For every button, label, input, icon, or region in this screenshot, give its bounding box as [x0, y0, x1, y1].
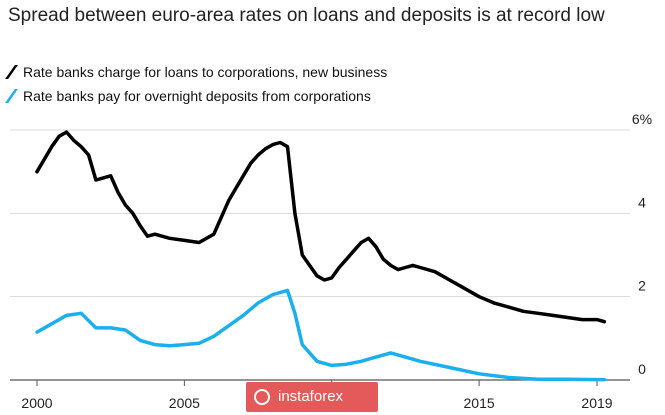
y-tick-label: 4: [638, 194, 646, 210]
legend-label-loans: Rate banks charge for loans to corporati…: [23, 64, 388, 80]
chart-title: Spread between euro-area rates on loans …: [8, 5, 605, 26]
y-tick-label: 0: [638, 361, 646, 377]
legend-item-deposits: Rate banks pay for overnight deposits fr…: [5, 88, 371, 104]
series-lines: [35, 130, 607, 382]
x-tick-label: 2019: [581, 395, 612, 411]
x-tick-label: 2005: [169, 395, 200, 411]
y-axis-ticks: 6% 4 2 0: [632, 111, 652, 377]
watermark-logo: instaforex: [246, 382, 378, 412]
y-tick-label: 6%: [632, 111, 652, 127]
x-tick-label: 2000: [21, 395, 52, 411]
y-tick-label: 2: [638, 278, 646, 294]
grid-lines: [10, 129, 630, 381]
x-tick-label: 2015: [464, 395, 495, 411]
series-line-loans: [35, 130, 607, 324]
legend-label-deposits: Rate banks pay for overnight deposits fr…: [23, 88, 371, 104]
series-line-deposits: [35, 288, 607, 382]
legend-item-loans: Rate banks charge for loans to corporati…: [5, 64, 388, 80]
watermark-icon: [254, 389, 270, 405]
watermark-text: instaforex: [278, 388, 344, 405]
